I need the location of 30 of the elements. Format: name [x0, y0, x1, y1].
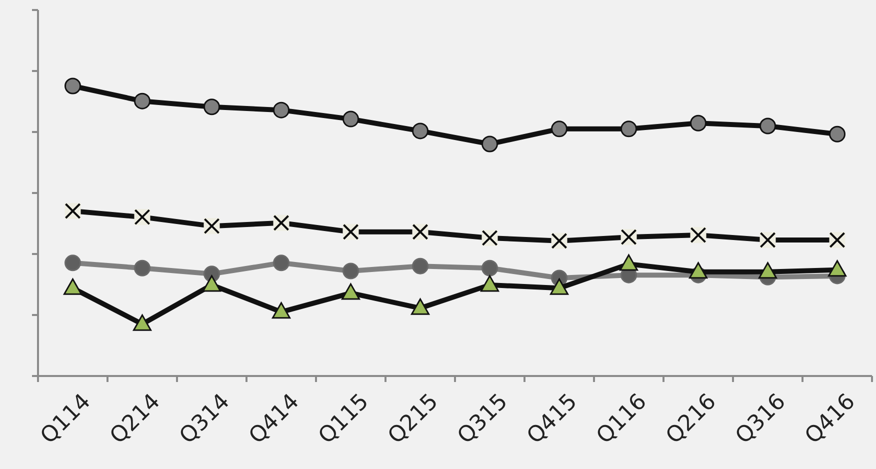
point	[760, 118, 776, 134]
point	[64, 78, 81, 94]
point	[342, 262, 359, 280]
point	[134, 260, 150, 276]
point	[273, 102, 290, 118]
point	[829, 126, 846, 142]
point	[272, 302, 290, 319]
point	[482, 260, 498, 276]
point	[134, 92, 150, 110]
point	[689, 262, 708, 279]
point	[690, 114, 706, 132]
point	[342, 283, 360, 300]
point	[758, 262, 777, 279]
point	[551, 120, 568, 138]
point	[64, 254, 81, 272]
point	[342, 110, 359, 128]
point	[828, 260, 846, 277]
point	[133, 314, 152, 331]
point	[412, 258, 428, 274]
point	[480, 275, 499, 292]
point	[202, 275, 221, 292]
point	[620, 120, 637, 138]
point	[620, 254, 638, 271]
point	[64, 278, 82, 295]
point	[412, 122, 428, 140]
point	[550, 278, 568, 295]
point	[482, 136, 498, 152]
point	[204, 98, 220, 116]
point	[411, 298, 430, 315]
point	[273, 254, 290, 272]
